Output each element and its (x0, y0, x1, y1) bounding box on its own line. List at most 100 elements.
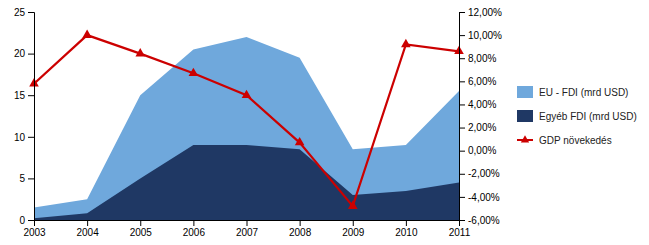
tick: 15 (14, 90, 34, 101)
legend-item: Egyéb FDI (mrd USD) (517, 110, 637, 122)
tick: 2008 (289, 220, 312, 238)
tick-label: -6,00% (468, 215, 500, 226)
marker (295, 137, 305, 145)
tick-mark (459, 12, 465, 13)
tick-mark (459, 58, 465, 59)
tick-label: 2007 (236, 227, 259, 238)
plot: 2003200420052006200720082009201020110510… (14, 7, 502, 238)
tick-mark (459, 128, 465, 129)
tick-label: 8,00% (468, 53, 496, 64)
area (34, 37, 459, 220)
tick-mark (247, 220, 248, 226)
tick-label: -4,00% (468, 192, 500, 203)
tick: -6,00% (459, 215, 500, 226)
tick-label: 2011 (449, 227, 471, 238)
tick-label: 10,00% (468, 30, 502, 41)
tick-mark (28, 95, 34, 96)
line (34, 35, 459, 206)
legend-marker (521, 135, 529, 142)
marker (135, 48, 145, 56)
marker (348, 201, 358, 209)
tick-label: 20 (14, 48, 26, 59)
tick-label: 15 (14, 90, 26, 101)
legend-item: GDP növekedés (517, 135, 612, 146)
axis: 0 5 10 15 20 25 (14, 7, 35, 226)
tick-label: 10 (14, 132, 26, 143)
area (34, 145, 459, 220)
tick: 8,00% (459, 53, 496, 64)
tick-label: 2004 (77, 227, 100, 238)
tick-label: 2008 (289, 227, 312, 238)
tick-mark (87, 220, 88, 226)
tick: 2010 (395, 220, 418, 238)
tick: -4,00% (459, 192, 500, 203)
marker (401, 39, 411, 47)
tick: 2,00% (459, 122, 496, 133)
tick-mark (28, 54, 34, 55)
tick-mark (193, 220, 194, 226)
tick-mark (459, 81, 465, 82)
tick: 10 (14, 132, 34, 143)
marker (82, 30, 92, 38)
tick: 2009 (342, 220, 365, 238)
tick-label: 2,00% (468, 122, 496, 133)
tick-mark (28, 12, 34, 13)
tick-label: 2003 (23, 227, 46, 238)
tick-label: 25 (14, 7, 26, 18)
tick: 2003 (23, 220, 46, 238)
tick-label: -2,00% (468, 168, 500, 179)
tick-mark (28, 137, 34, 138)
tick: 0 (19, 215, 34, 226)
axis: 2003 2004 2005 2006 2007 2008 2009 2010 2011 (23, 220, 470, 238)
tick: 10,00% (459, 30, 502, 41)
tick-mark (353, 220, 354, 226)
legend: EU - FDI (mrd USD) Egyéb FDI (mrd USD) GDP… (517, 86, 637, 146)
legend-label: Egyéb FDI (mrd USD) (539, 111, 637, 122)
tick-label: 12,00% (468, 7, 502, 18)
tick-label: 6,00% (468, 76, 496, 87)
tick: -2,00% (459, 168, 500, 179)
legend-label: EU - FDI (mrd USD) (539, 87, 628, 98)
legend-swatch (517, 110, 533, 122)
axis-line (35, 221, 460, 227)
tick-mark (459, 220, 465, 221)
tick-mark (140, 220, 141, 226)
tick-mark (459, 35, 465, 36)
tick: 2004 (77, 220, 100, 238)
legend-swatch (517, 86, 533, 98)
tick: 12,00% (459, 7, 502, 18)
tick-label: 2009 (342, 227, 365, 238)
tick-label: 0 (19, 215, 25, 226)
marker (189, 68, 199, 76)
tick: 25 (14, 7, 34, 18)
tick: 2007 (236, 220, 259, 238)
tick-mark (459, 197, 465, 198)
tick-mark (459, 151, 465, 152)
tick: 6,00% (459, 76, 496, 87)
tick-label: 2010 (395, 227, 418, 238)
tick-mark (300, 220, 301, 226)
tick: 5 (19, 173, 34, 184)
marks (34, 35, 459, 220)
tick-mark (406, 220, 407, 226)
tick: 4,00% (459, 99, 496, 110)
tick-mark (459, 104, 465, 105)
tick-mark (459, 174, 465, 175)
axis-line (28, 13, 35, 221)
legend-label: GDP növekedés (539, 135, 612, 146)
tick: 2005 (130, 220, 153, 238)
tick-label: 0,00% (468, 145, 496, 156)
axis-line (460, 13, 466, 221)
tick-label: 5 (19, 173, 25, 184)
tick-label: 2006 (183, 227, 206, 238)
legend-item: EU - FDI (mrd USD) (517, 86, 628, 98)
tick-label: 2005 (130, 227, 153, 238)
markers (29, 30, 464, 209)
tick-mark (28, 178, 34, 179)
tick-label: 4,00% (468, 99, 496, 110)
axis: -6,00% -4,00% -2,00% 0,00% 2,00% 4,00% 6,00% 8,… (459, 7, 502, 226)
tick: 2006 (183, 220, 206, 238)
chart: 2003200420052006200720082009201020110510… (0, 0, 649, 245)
tick-mark (28, 220, 34, 221)
tick: 20 (14, 48, 34, 59)
